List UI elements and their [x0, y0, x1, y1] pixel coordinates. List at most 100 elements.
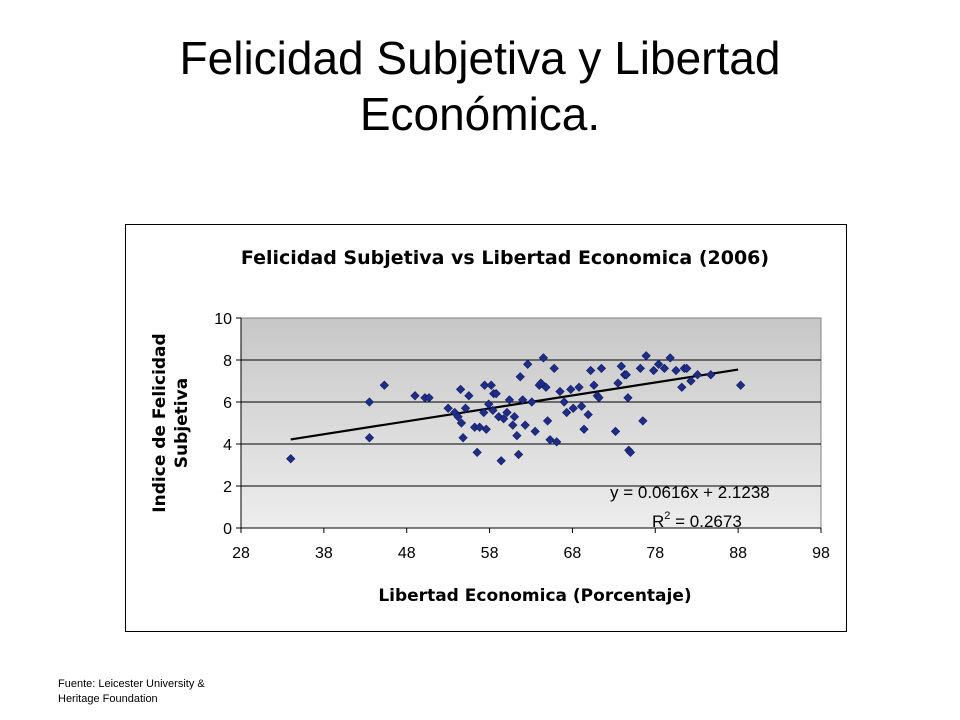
r-squared-exponent: 2: [664, 510, 670, 522]
data-point: [576, 401, 587, 411]
data-point: [586, 365, 596, 376]
chart-title: Felicidad Subjetiva vs Libertad Economic…: [241, 247, 769, 269]
data-point: [574, 382, 584, 392]
data-point: [635, 363, 645, 374]
data-point: [566, 384, 576, 395]
data-point: [579, 424, 589, 434]
slide-title-line1: Felicidad Subjetiva y Libertad: [179, 32, 781, 84]
data-point: [443, 403, 453, 413]
data-point: [479, 380, 490, 390]
data-point: [638, 416, 648, 426]
data-point: [496, 456, 506, 466]
data-point: [481, 424, 491, 434]
data-point: [549, 363, 559, 374]
data-point: [583, 409, 593, 420]
y-tick-label: 4: [223, 437, 232, 454]
data-point: [677, 382, 687, 392]
data-point: [562, 407, 572, 418]
data-point: [541, 382, 551, 392]
data-point: [455, 384, 466, 395]
data-point: [538, 353, 549, 363]
x-tick-label: 78: [646, 545, 664, 562]
r-squared-value: = 0.2673: [670, 512, 741, 531]
r-squared-label: R2 = 0.2673: [652, 510, 742, 531]
data-point: [649, 365, 659, 376]
x-axis-title: Libertad Economica (Porcentaje): [378, 586, 691, 606]
x-tick-label: 68: [564, 545, 582, 562]
x-tick-label: 38: [315, 545, 333, 562]
data-point: [286, 454, 296, 464]
trendline: [290, 368, 739, 441]
data-point: [527, 397, 537, 407]
data-point: [659, 363, 670, 374]
y-tick-label: 2: [223, 479, 232, 496]
data-point: [515, 372, 525, 382]
data-point: [536, 378, 546, 388]
data-point: [518, 395, 528, 405]
trendline-equation: y = 0.0616x + 2.1238: [610, 483, 770, 502]
y-axis-title-line2: Subjetiva: [172, 378, 192, 468]
source-note: Fuente: Leicester University & Heritage …: [58, 677, 205, 707]
data-point: [610, 426, 621, 437]
data-point: [508, 420, 518, 430]
data-point: [464, 391, 474, 401]
data-point: [364, 433, 375, 443]
y-tick-label: 0: [223, 521, 232, 538]
data-point: [453, 412, 463, 422]
data-point: [621, 370, 631, 380]
x-tick-label: 48: [398, 545, 416, 562]
data-point: [641, 351, 651, 361]
data-point: [502, 407, 512, 418]
data-point: [613, 378, 623, 388]
scatter-chart: Felicidad Subjetiva vs Libertad Economic…: [150, 247, 830, 606]
data-point: [671, 365, 681, 376]
data-point: [491, 388, 501, 399]
data-point: [594, 393, 604, 403]
data-points: [286, 351, 746, 466]
plot-area: [240, 317, 822, 529]
data-point: [484, 399, 494, 409]
y-tick-label: 10: [214, 311, 232, 328]
data-point: [682, 363, 692, 374]
data-point: [523, 359, 533, 369]
data-point: [616, 361, 626, 371]
data-point: [530, 426, 540, 437]
data-point: [520, 420, 530, 430]
data-point: [456, 418, 467, 428]
data-point: [625, 447, 636, 458]
data-point: [555, 386, 565, 397]
data-point: [509, 412, 520, 422]
data-point: [460, 403, 471, 413]
plot-background: [240, 317, 822, 529]
x-tick-label: 28: [232, 545, 250, 562]
data-point: [364, 397, 375, 407]
data-point: [479, 407, 489, 418]
data-point: [692, 370, 703, 380]
y-axis-title-line1: Indice de Felicidad: [150, 333, 170, 512]
data-point: [486, 380, 496, 390]
data-point: [472, 447, 482, 458]
data-point: [686, 376, 696, 386]
data-point: [736, 380, 746, 390]
trendline-group: [290, 368, 739, 441]
data-point: [706, 370, 716, 380]
slide-title-line2: Económica.: [359, 88, 601, 140]
data-point: [589, 380, 599, 390]
x-tick-label: 98: [812, 545, 830, 562]
data-point: [653, 359, 664, 369]
data-point: [410, 391, 420, 401]
chart-frame: Felicidad Subjetiva vs Libertad Economic…: [125, 224, 847, 632]
data-point: [488, 405, 498, 416]
y-tick-label: 6: [223, 395, 232, 412]
x-tick-label: 88: [729, 545, 747, 562]
data-point: [596, 363, 607, 374]
data-point: [513, 449, 524, 460]
data-point: [458, 433, 468, 443]
data-point: [568, 403, 578, 413]
data-point: [552, 437, 562, 447]
slide-title: Felicidad Subjetiva y Libertad Económica…: [0, 30, 960, 142]
data-point: [512, 430, 522, 441]
data-point: [559, 397, 569, 407]
r-squared-letter: R: [652, 512, 664, 531]
